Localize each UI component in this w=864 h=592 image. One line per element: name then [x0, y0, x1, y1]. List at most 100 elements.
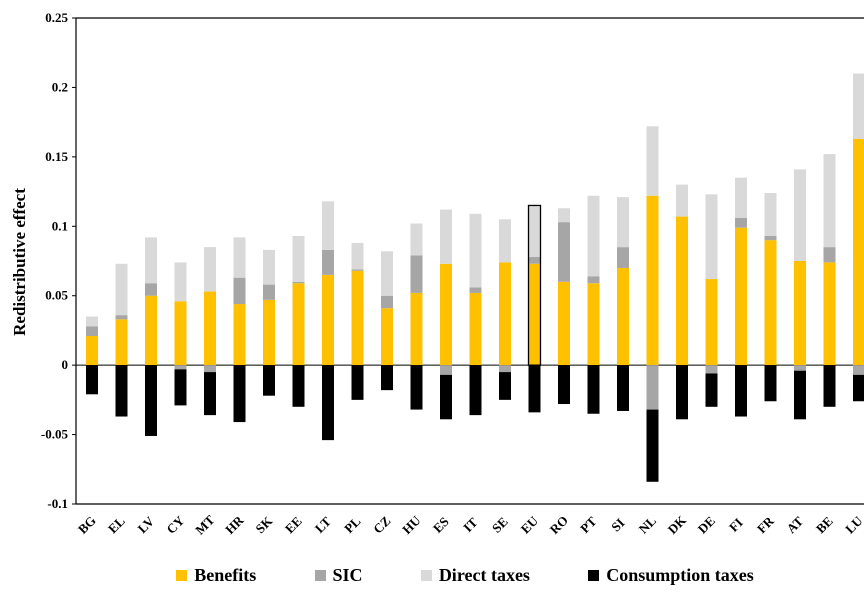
bars [86, 73, 864, 482]
bar-hu-series-3 [410, 365, 423, 410]
legend-label: Consumption taxes [606, 564, 754, 585]
bar-cy-series-1 [174, 365, 187, 370]
bar-es-series-0 [440, 263, 452, 366]
x-tick-label: SI [608, 515, 627, 534]
bar-pl-series-2 [351, 242, 364, 270]
bar-si-series-2 [617, 197, 629, 248]
x-tick-label: BE [813, 513, 836, 536]
x-tick-label: EU [518, 513, 542, 537]
bar-lu-series-0 [853, 138, 864, 366]
legend-item: Consumption taxes [588, 565, 754, 586]
bar-bg-series-0 [86, 335, 98, 366]
y-tick-label: 0.25 [45, 10, 68, 25]
bar-be-series-0 [823, 262, 836, 366]
bar-mt-series-0 [204, 291, 216, 366]
x-tick-label: FI [726, 515, 746, 535]
bar-fr-series-0 [764, 240, 777, 366]
bar-pl-series-3 [351, 365, 364, 400]
x-tick-label: RO [547, 513, 571, 537]
y-axis-title: Redistributive effect [10, 188, 29, 336]
x-tick-label: PT [577, 513, 600, 536]
bar-bg-series-3 [86, 365, 98, 395]
x-tick-label: MT [192, 512, 218, 538]
bar-dk-series-3 [676, 365, 688, 420]
legend-item: Benefits [176, 565, 256, 586]
bar-es-series-3 [440, 374, 452, 420]
bar-lv-series-1 [145, 283, 157, 296]
bar-eu-series-3 [528, 365, 541, 413]
bar-de-series-0 [705, 279, 718, 366]
bar-bg-series-1 [86, 326, 98, 336]
x-tick-label: CZ [370, 513, 394, 537]
bar-se-series-1 [499, 365, 511, 373]
x-tick-label: DK [665, 512, 690, 537]
bar-ee-series-1 [292, 281, 305, 284]
bar-mt-series-2 [204, 247, 216, 292]
x-tick-label: SK [252, 513, 275, 536]
x-tick-label: PL [341, 513, 364, 536]
x-tick-label: ES [430, 514, 452, 536]
bar-nl-series-3 [646, 409, 659, 482]
bar-eu-series-1 [528, 256, 541, 264]
bar-cz-series-2 [381, 251, 393, 296]
bar-se-series-2 [499, 219, 511, 263]
bar-hu-series-1 [410, 255, 423, 293]
bar-fi-series-1 [735, 217, 747, 228]
x-tick-label: HR [222, 512, 247, 537]
y-tick-label: -0.1 [47, 496, 68, 511]
bar-hr-series-0 [233, 304, 246, 366]
bar-fr-series-3 [764, 365, 777, 402]
bar-cz-series-1 [381, 295, 393, 309]
bar-eu-series-0 [528, 263, 541, 366]
bar-el-series-1 [115, 315, 128, 320]
x-tick-label: EE [282, 513, 305, 536]
bar-sk-series-0 [263, 299, 275, 366]
bar-ee-series-2 [292, 236, 305, 282]
legend-item: SIC [314, 565, 363, 586]
bar-be-series-3 [823, 365, 836, 407]
bar-hr-series-2 [233, 237, 246, 278]
highlight-outline [527, 204, 542, 366]
bar-se-series-3 [499, 372, 511, 400]
bar-si-series-3 [617, 365, 629, 411]
bar-lv-series-2 [145, 237, 157, 284]
bar-pl-series-0 [351, 270, 364, 366]
legend-label: Direct taxes [438, 564, 530, 585]
bar-el-series-3 [115, 365, 128, 417]
x-tick-label: IT [460, 514, 481, 535]
bar-hr-series-1 [233, 277, 246, 305]
bar-lu-series-3 [853, 374, 864, 402]
bar-ro-series-1 [558, 222, 570, 282]
bar-fi-series-3 [735, 365, 747, 417]
x-tick-label: CY [163, 512, 187, 536]
bar-at-series-0 [794, 261, 806, 366]
bar-eu-series-2 [528, 205, 541, 257]
bar-lt-series-1 [322, 249, 334, 275]
x-tick-label: FR [754, 513, 777, 536]
x-tick-label: SE [489, 514, 511, 536]
legend-swatch [420, 569, 432, 581]
bar-el-series-0 [115, 319, 128, 366]
bar-cy-series-3 [174, 369, 187, 406]
bar-nl-series-1 [646, 365, 659, 410]
x-tick-label: HU [399, 512, 424, 537]
bar-be-series-1 [823, 247, 836, 263]
x-tick-label: NL [636, 513, 660, 537]
legend-swatch [588, 569, 600, 581]
x-tick-label: LT [312, 514, 334, 536]
bar-fi-series-2 [735, 177, 747, 218]
bar-dk-series-0 [676, 216, 688, 366]
bar-nl-series-2 [646, 126, 659, 196]
bar-fr-series-2 [764, 192, 777, 237]
bar-si-series-1 [617, 247, 629, 268]
bar-de-series-1 [705, 365, 718, 374]
legend-swatch [314, 569, 326, 581]
bar-lt-series-3 [322, 365, 334, 441]
bar-pl-series-1 [351, 269, 364, 271]
bar-lt-series-2 [322, 201, 334, 250]
bar-fi-series-0 [735, 227, 747, 366]
bar-dk-series-2 [676, 184, 688, 217]
bar-at-series-3 [794, 370, 806, 420]
bar-ro-series-3 [558, 365, 570, 405]
